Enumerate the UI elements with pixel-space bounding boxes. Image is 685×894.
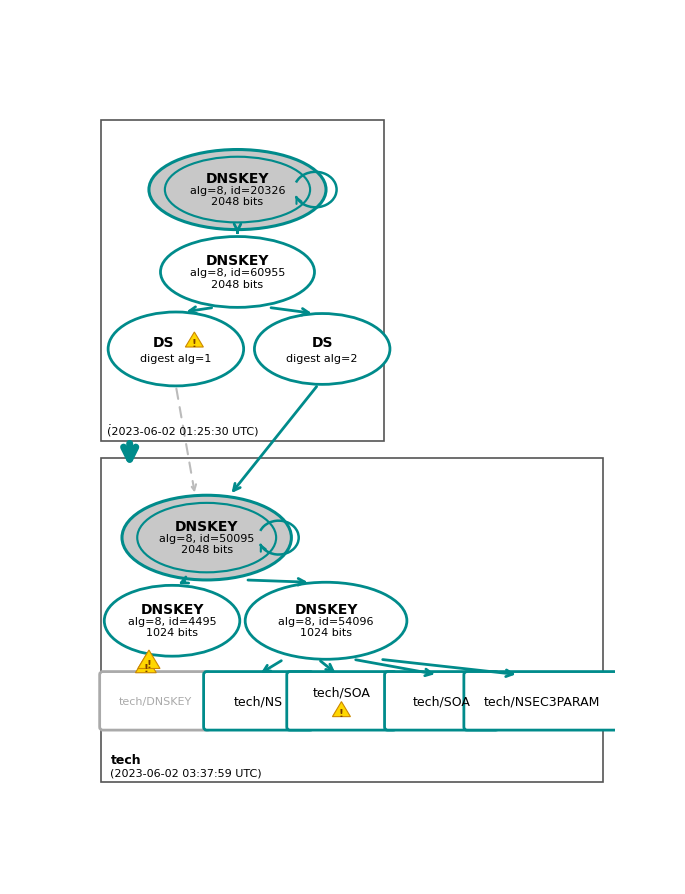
Polygon shape <box>332 702 351 717</box>
Text: alg=8, id=20326: alg=8, id=20326 <box>190 185 285 196</box>
Ellipse shape <box>254 314 390 385</box>
Text: !: ! <box>143 663 148 673</box>
Ellipse shape <box>108 313 244 386</box>
FancyBboxPatch shape <box>203 671 313 730</box>
Text: !: ! <box>339 708 344 718</box>
Ellipse shape <box>122 495 291 580</box>
Text: alg=8, id=4495: alg=8, id=4495 <box>127 616 216 626</box>
Text: (2023-06-02 01:25:30 UTC): (2023-06-02 01:25:30 UTC) <box>108 426 259 436</box>
FancyBboxPatch shape <box>287 671 396 730</box>
Polygon shape <box>186 333 203 348</box>
Bar <box>101 121 384 442</box>
Polygon shape <box>138 650 160 669</box>
Text: DS: DS <box>153 335 174 350</box>
Text: tech/DNSKEY: tech/DNSKEY <box>119 696 192 706</box>
FancyBboxPatch shape <box>464 671 619 730</box>
Text: 1024 bits: 1024 bits <box>300 628 352 637</box>
Text: alg=8, id=54096: alg=8, id=54096 <box>278 616 374 626</box>
Text: tech/SOA: tech/SOA <box>312 686 371 699</box>
FancyBboxPatch shape <box>99 671 210 730</box>
Ellipse shape <box>149 150 326 231</box>
Text: 1024 bits: 1024 bits <box>146 628 198 637</box>
Text: DNSKEY: DNSKEY <box>295 603 358 617</box>
Text: DS: DS <box>312 335 333 350</box>
Bar <box>101 458 603 782</box>
Polygon shape <box>136 655 156 673</box>
Text: 2048 bits: 2048 bits <box>181 544 233 554</box>
Text: tech/SOA: tech/SOA <box>412 695 471 707</box>
Text: tech/NS: tech/NS <box>234 695 283 707</box>
Text: !: ! <box>192 339 197 349</box>
Text: tech/NSEC3PARAM: tech/NSEC3PARAM <box>484 695 600 707</box>
Text: alg=8, id=60955: alg=8, id=60955 <box>190 267 285 278</box>
Text: !: ! <box>147 659 151 669</box>
Text: .: . <box>108 414 112 427</box>
Text: DNSKEY: DNSKEY <box>206 172 269 186</box>
Text: digest alg=2: digest alg=2 <box>286 354 358 364</box>
Ellipse shape <box>104 586 240 656</box>
Text: tech: tech <box>110 754 141 766</box>
Text: digest alg=1: digest alg=1 <box>140 354 212 364</box>
Text: DNSKEY: DNSKEY <box>140 603 204 617</box>
FancyBboxPatch shape <box>384 671 499 730</box>
Ellipse shape <box>245 583 407 660</box>
Text: (2023-06-02 03:37:59 UTC): (2023-06-02 03:37:59 UTC) <box>110 767 262 777</box>
Ellipse shape <box>160 237 314 308</box>
Text: DNSKEY: DNSKEY <box>175 519 238 534</box>
Text: DNSKEY: DNSKEY <box>206 254 269 268</box>
Text: 2048 bits: 2048 bits <box>212 197 264 207</box>
Text: 2048 bits: 2048 bits <box>212 279 264 289</box>
Text: alg=8, id=50095: alg=8, id=50095 <box>159 533 254 543</box>
